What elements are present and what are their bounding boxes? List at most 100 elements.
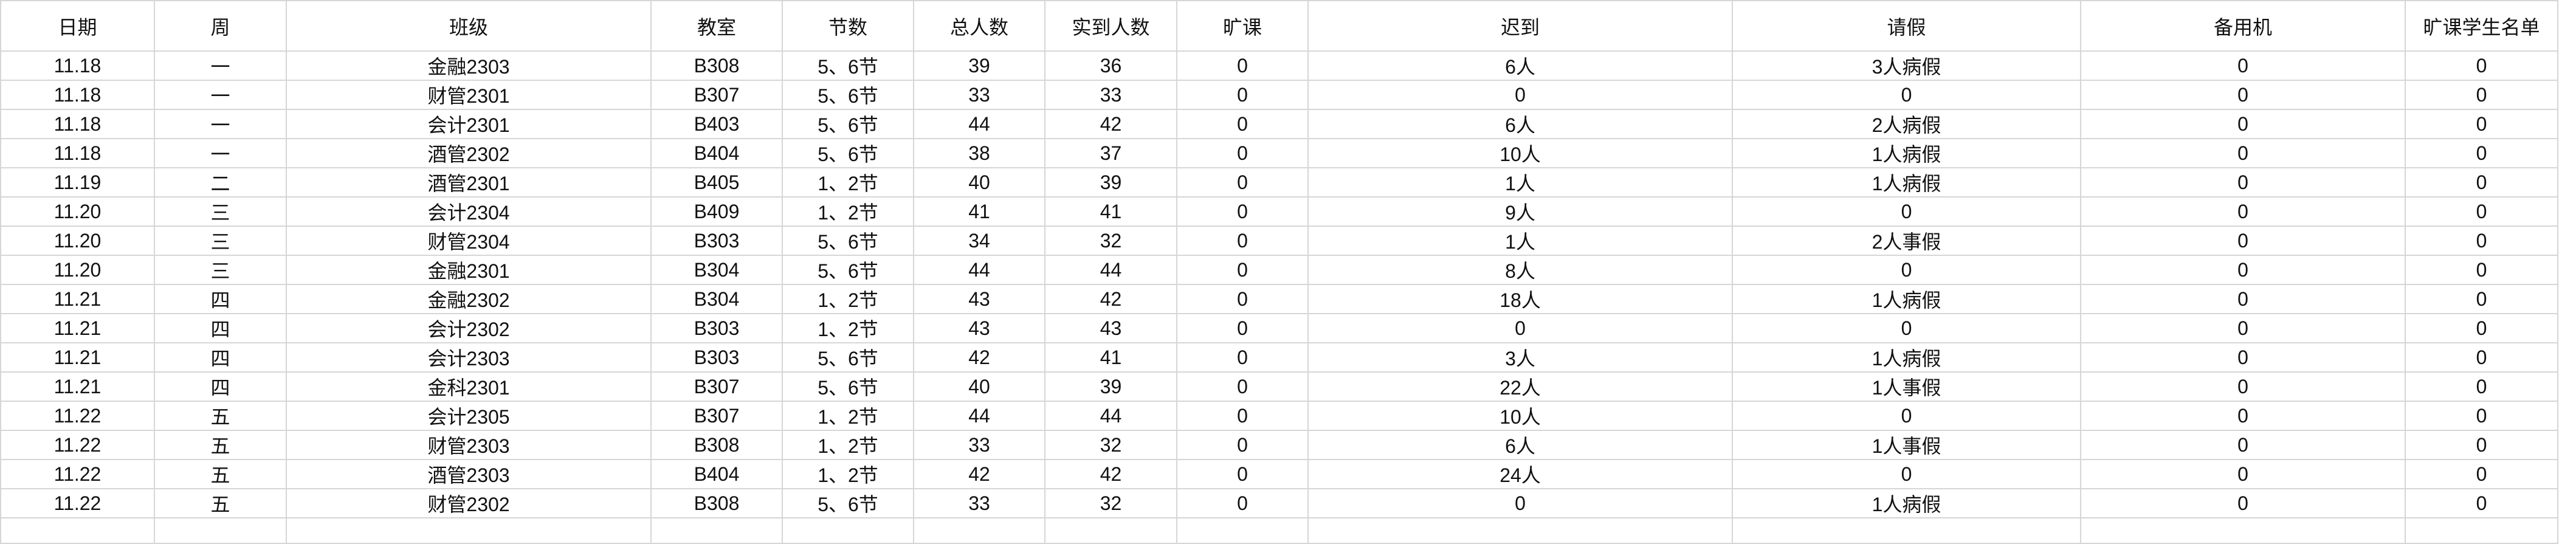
table-cell[interactable]: B304	[650, 284, 783, 314]
table-cell[interactable]: 0	[2080, 226, 2406, 256]
empty-cell[interactable]	[782, 517, 914, 544]
table-cell[interactable]: 0	[2080, 196, 2406, 227]
table-cell[interactable]: 0	[2405, 50, 2558, 81]
table-cell[interactable]: 1人病假	[1732, 284, 2081, 314]
table-cell[interactable]: 1人病假	[1732, 342, 2081, 373]
table-cell[interactable]: 0	[1176, 313, 1309, 343]
table-cell[interactable]: 0	[1176, 196, 1309, 227]
table-cell[interactable]: 11.22	[0, 488, 155, 518]
table-cell[interactable]: 财管2304	[286, 226, 652, 256]
table-cell[interactable]: 会计2303	[286, 342, 652, 373]
table-cell[interactable]: 0	[1176, 255, 1309, 285]
table-cell[interactable]: 金融2301	[286, 255, 652, 285]
table-cell[interactable]: 三	[154, 226, 287, 256]
table-cell[interactable]: 0	[2405, 342, 2558, 373]
table-cell[interactable]: 1人病假	[1732, 138, 2081, 168]
table-cell[interactable]: 五	[154, 459, 287, 489]
table-cell[interactable]: B308	[650, 488, 783, 518]
table-cell[interactable]: 6人	[1307, 50, 1733, 81]
table-cell[interactable]: 五	[154, 430, 287, 460]
table-cell[interactable]: 32	[1044, 226, 1177, 256]
table-cell[interactable]: 6人	[1307, 109, 1733, 139]
table-cell[interactable]: 43	[913, 284, 1045, 314]
column-header[interactable]: 旷课	[1176, 0, 1309, 52]
table-cell[interactable]: 11.22	[0, 430, 155, 460]
table-cell[interactable]: 0	[2080, 109, 2406, 139]
table-cell[interactable]: 5、6节	[782, 50, 914, 81]
table-cell[interactable]: 一	[154, 80, 287, 110]
table-cell[interactable]: B308	[650, 50, 783, 81]
table-cell[interactable]: 0	[1732, 80, 2081, 110]
table-cell[interactable]: 5、6节	[782, 226, 914, 256]
table-cell[interactable]: 33	[1044, 80, 1177, 110]
table-cell[interactable]: 四	[154, 284, 287, 314]
table-cell[interactable]: 11.18	[0, 80, 155, 110]
empty-cell[interactable]	[2405, 517, 2558, 544]
table-cell[interactable]: 5、6节	[782, 255, 914, 285]
table-cell[interactable]: 0	[2080, 138, 2406, 168]
table-cell[interactable]: 11.20	[0, 196, 155, 227]
table-cell[interactable]: 41	[913, 196, 1045, 227]
table-cell[interactable]: 22人	[1307, 371, 1733, 402]
table-cell[interactable]: 四	[154, 371, 287, 402]
table-cell[interactable]: 1人	[1307, 167, 1733, 198]
table-cell[interactable]: 5、6节	[782, 109, 914, 139]
table-cell[interactable]: 42	[1044, 459, 1177, 489]
table-cell[interactable]: 42	[913, 459, 1045, 489]
table-cell[interactable]: 0	[2080, 313, 2406, 343]
table-cell[interactable]: 五	[154, 401, 287, 431]
table-cell[interactable]: 39	[913, 50, 1045, 81]
table-cell[interactable]: 三	[154, 196, 287, 227]
table-cell[interactable]: 32	[1044, 488, 1177, 518]
table-cell[interactable]: 0	[1176, 459, 1309, 489]
table-cell[interactable]: 0	[2405, 226, 2558, 256]
empty-cell[interactable]	[286, 517, 652, 544]
table-cell[interactable]: 0	[2405, 284, 2558, 314]
table-cell[interactable]: 42	[913, 342, 1045, 373]
empty-cell[interactable]	[1732, 517, 2081, 544]
table-cell[interactable]: 0	[2405, 80, 2558, 110]
table-cell[interactable]: 1、2节	[782, 430, 914, 460]
table-cell[interactable]: 二	[154, 167, 287, 198]
table-cell[interactable]: 酒管2302	[286, 138, 652, 168]
table-cell[interactable]: 0	[1732, 401, 2081, 431]
table-cell[interactable]: 11.21	[0, 313, 155, 343]
table-cell[interactable]: 0	[2080, 342, 2406, 373]
empty-cell[interactable]	[1044, 517, 1177, 544]
table-cell[interactable]: 33	[913, 80, 1045, 110]
table-cell[interactable]: 财管2301	[286, 80, 652, 110]
table-cell[interactable]: 1、2节	[782, 313, 914, 343]
table-cell[interactable]: 3人	[1307, 342, 1733, 373]
table-cell[interactable]: 0	[1176, 226, 1309, 256]
table-cell[interactable]: 0	[2080, 430, 2406, 460]
table-cell[interactable]: 33	[913, 488, 1045, 518]
table-cell[interactable]: 1人事假	[1732, 371, 2081, 402]
table-cell[interactable]: 0	[1176, 401, 1309, 431]
table-cell[interactable]: 11.22	[0, 459, 155, 489]
table-cell[interactable]: B307	[650, 80, 783, 110]
table-cell[interactable]: 9人	[1307, 196, 1733, 227]
table-cell[interactable]: 10人	[1307, 401, 1733, 431]
table-cell[interactable]: 四	[154, 342, 287, 373]
table-cell[interactable]: 41	[1044, 342, 1177, 373]
table-cell[interactable]: B304	[650, 255, 783, 285]
column-header[interactable]: 日期	[0, 0, 155, 52]
table-cell[interactable]: 酒管2303	[286, 459, 652, 489]
table-cell[interactable]: 会计2305	[286, 401, 652, 431]
table-cell[interactable]: 金融2303	[286, 50, 652, 81]
table-cell[interactable]: 43	[913, 313, 1045, 343]
table-cell[interactable]: B405	[650, 167, 783, 198]
table-cell[interactable]: 0	[2080, 459, 2406, 489]
table-cell[interactable]: 0	[1176, 371, 1309, 402]
table-cell[interactable]: 11.19	[0, 167, 155, 198]
table-cell[interactable]: 一	[154, 138, 287, 168]
table-cell[interactable]: 24人	[1307, 459, 1733, 489]
table-cell[interactable]: 44	[1044, 401, 1177, 431]
table-cell[interactable]: B404	[650, 138, 783, 168]
table-cell[interactable]: 11.18	[0, 109, 155, 139]
table-cell[interactable]: 0	[1176, 488, 1309, 518]
table-cell[interactable]: 44	[1044, 255, 1177, 285]
table-cell[interactable]: 39	[1044, 371, 1177, 402]
column-header[interactable]: 总人数	[913, 0, 1045, 52]
table-cell[interactable]: 0	[1732, 313, 2081, 343]
